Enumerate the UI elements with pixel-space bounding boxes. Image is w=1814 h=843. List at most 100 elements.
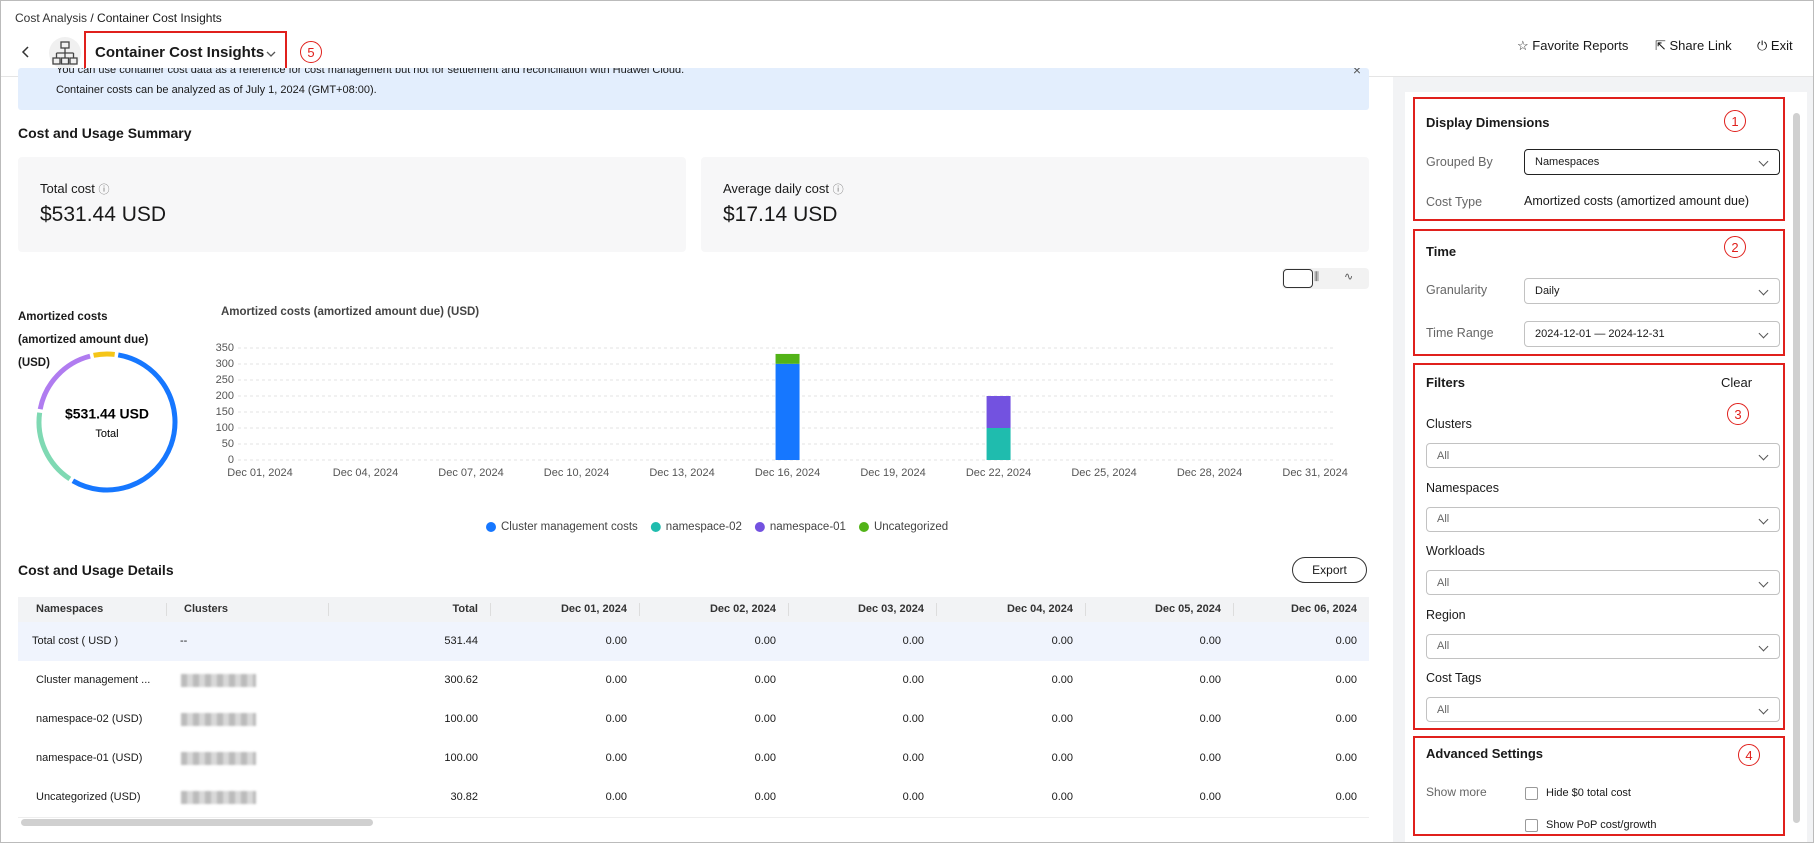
table-cell: 0.00 (754, 674, 776, 686)
card-label: Average daily cost ⓘ (723, 181, 844, 196)
field-label: Cost Tags (1426, 671, 1482, 685)
share-link[interactable]: ⇱ Share Link (1655, 38, 1732, 53)
legend-marker (858, 522, 869, 532)
details-table: Namespaces Clusters Total Dec 01, 2024 Dec 0… (18, 597, 1369, 818)
table-cell: 30.82 (450, 791, 478, 803)
card-value: $531.44 USD (40, 203, 167, 226)
table-cell: 0.00 (1199, 791, 1221, 803)
legend-label: Uncategorized (874, 521, 948, 533)
table-cell: 0.00 (902, 791, 924, 803)
column-header: Namespaces (36, 603, 104, 615)
table-cell: 0.00 (754, 752, 776, 764)
back-button[interactable] (19, 45, 33, 59)
title-dropdown[interactable] (265, 49, 277, 59)
section-title: Display Dimensions (1426, 115, 1550, 130)
export-button[interactable]: Export (1292, 557, 1367, 583)
table-cell: Total cost ( USD ) (32, 635, 119, 647)
column-divider (166, 603, 167, 616)
y-tick-label: 300 (216, 358, 234, 370)
select[interactable]: Daily (1524, 278, 1780, 304)
select[interactable]: All (1426, 697, 1780, 722)
field-label: Granularity (1426, 283, 1488, 297)
notice-line: You can use container cost data as a ref… (56, 68, 685, 76)
y-tick-label: 150 (216, 406, 234, 418)
field-label: Workloads (1426, 544, 1485, 558)
x-tick-label: Dec 04, 2024 (333, 467, 398, 479)
table-cell: 0.00 (902, 635, 924, 647)
select[interactable]: Namespaces (1524, 149, 1780, 175)
table-cell: 0.00 (1199, 713, 1221, 725)
callout: 1 (1724, 110, 1746, 132)
bar-segment (775, 363, 800, 460)
table-cell: 0.00 (1335, 635, 1357, 647)
x-tick-label: Dec 01, 2024 (227, 467, 292, 479)
column-divider (1233, 603, 1234, 616)
x-tick-label: Dec 22, 2024 (966, 467, 1031, 479)
card-label: Total cost ⓘ (40, 181, 110, 196)
scrollbar[interactable] (21, 819, 373, 826)
favorite-reports[interactable]: ☆ Favorite Reports (1517, 38, 1629, 53)
column-header: Total (452, 603, 478, 615)
close-notice[interactable]: × (1352, 68, 1361, 78)
masked-cell (181, 791, 256, 804)
checkbox-label: Show PoP cost/growth (1546, 819, 1657, 831)
card-label-text: Average daily cost (723, 181, 829, 196)
page-title[interactable]: Container Cost Insights (95, 44, 265, 61)
field-label: Time Range (1426, 326, 1494, 340)
field-label: Clusters (1426, 417, 1472, 431)
table-cell: 0.00 (1051, 635, 1073, 647)
breadcrumb: Cost Analysis / Container Cost Insights (15, 11, 222, 25)
table-cell: Cluster management ... (36, 674, 151, 686)
table-cell: -- (180, 635, 188, 647)
panel-scrollbar[interactable] (1793, 113, 1800, 823)
settings-panel: 1 Display Dimensions Grouped By Namespaces C… (1405, 92, 1807, 842)
table-cell: 0.00 (902, 752, 924, 764)
column-divider (328, 603, 329, 616)
y-tick-label: 200 (216, 390, 234, 402)
bar-segment (986, 428, 1011, 460)
select[interactable]: All (1426, 506, 1780, 532)
column-header: Dec 01, 2024 (560, 603, 627, 615)
table-cell: 0.00 (754, 713, 776, 725)
y-tick-label: 0 (228, 454, 234, 466)
x-tick-label: Dec 07, 2024 (438, 467, 503, 479)
table-cell: 0.00 (1051, 752, 1073, 764)
exit-label: Exit (1770, 38, 1793, 53)
breadcrumb-link[interactable]: Cost Analysis (15, 11, 88, 25)
date-range[interactable]: 2024-12-01 — 2024-12-31 (1524, 321, 1780, 347)
select[interactable]: All (1426, 633, 1780, 659)
clear-filters[interactable]: Clear (1721, 375, 1753, 390)
checkbox[interactable] (1525, 819, 1538, 832)
masked-cell (181, 713, 256, 726)
x-tick-label: Dec 19, 2024 (860, 467, 925, 479)
y-tick-label: 50 (222, 438, 234, 450)
annotation-box (1413, 229, 1785, 356)
callout: 3 (1727, 403, 1749, 425)
masked-cell (181, 674, 256, 687)
checkbox-label: Hide $0 total cost (1546, 787, 1631, 799)
table-cell: 0.00 (605, 674, 627, 686)
column-divider (936, 603, 937, 616)
column-header: Dec 02, 2024 (709, 603, 776, 615)
donut-chart: $531.44 USD Total (36, 351, 178, 493)
donut-title: Amortized costs (amortized amount due) (… (18, 311, 149, 369)
legend-label: namespace-02 (666, 521, 742, 533)
column-header: Dec 03, 2024 (857, 603, 924, 615)
select[interactable]: All (1426, 443, 1780, 468)
table-cell: 0.00 (1199, 674, 1221, 686)
table-cell: 100.00 (444, 713, 478, 725)
field-label: Namespaces (1426, 480, 1499, 495)
exit[interactable]: ⏻ Exit (1757, 38, 1793, 53)
select[interactable]: All (1426, 570, 1780, 595)
table-cell: 0.00 (605, 713, 627, 725)
table-cell: 0.00 (1199, 635, 1221, 647)
chart-type-button[interactable]: ⫼ (1314, 271, 1320, 283)
donut-center-label: Total (95, 428, 118, 440)
table-cell: 0.00 (902, 713, 924, 725)
x-tick-label: Dec 13, 2024 (649, 467, 714, 479)
chart-type-button[interactable]: ∿ (1344, 271, 1354, 283)
column-divider (490, 603, 491, 616)
chart-type-button[interactable] (1283, 269, 1313, 288)
table-cell: 300.62 (444, 674, 478, 686)
checkbox[interactable] (1525, 787, 1538, 800)
